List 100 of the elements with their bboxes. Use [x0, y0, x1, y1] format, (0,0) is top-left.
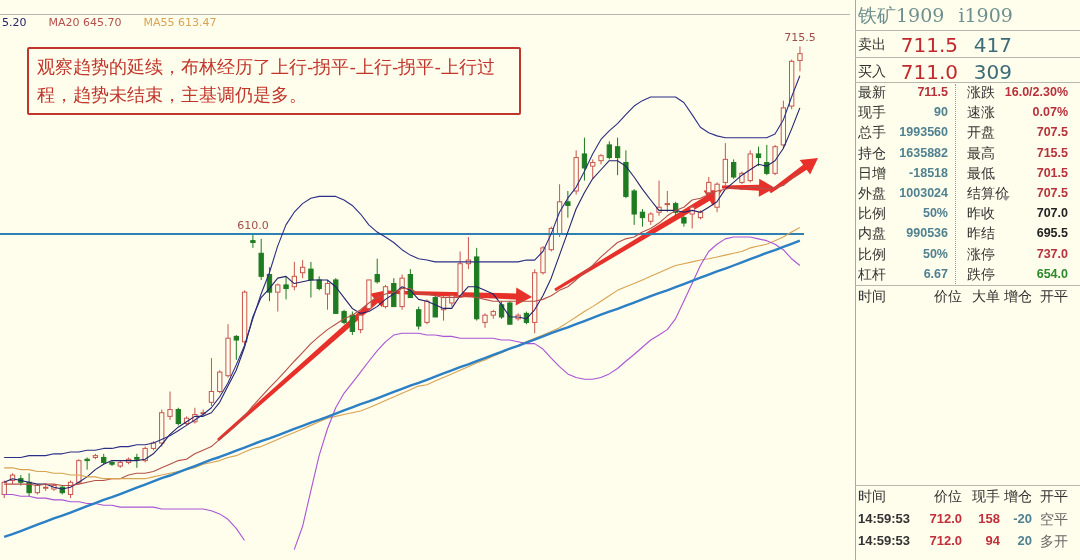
candlestick: [208, 357, 215, 407]
text: 695.5: [1036, 226, 1068, 241]
text: 707.5: [1036, 125, 1068, 140]
text: 20: [1017, 533, 1032, 548]
text: 711.5: [917, 85, 948, 99]
candlestick: [134, 453, 140, 469]
candlestick: [167, 391, 173, 421]
text: 14:59:53: [858, 533, 911, 548]
text: 0.07%: [1032, 105, 1068, 120]
text: 1635882: [899, 145, 948, 160]
candlestick: [258, 238, 264, 281]
candlestick: [797, 45, 803, 72]
text: 增仓: [1004, 288, 1032, 306]
text: -20: [1013, 511, 1032, 526]
text: 现手: [972, 488, 1000, 506]
text: 空平: [1040, 511, 1068, 529]
text: 买入: [858, 63, 886, 81]
text: 速涨: [967, 104, 995, 123]
candlestick: [283, 275, 289, 300]
candlestick: [299, 259, 306, 279]
text: 价位: [934, 488, 962, 506]
candlestick: [324, 279, 331, 311]
text: 大单: [972, 288, 1000, 306]
text: 增仓: [1004, 488, 1032, 506]
candlestick: [275, 283, 281, 313]
candlestick: [664, 190, 670, 213]
text: 杠杆: [858, 265, 886, 284]
text: 701.5: [1036, 165, 1068, 180]
candlestick: [482, 312, 488, 329]
candlestick: [391, 277, 397, 308]
text: 737.0: [1036, 246, 1068, 261]
text: 涨跌: [967, 84, 995, 102]
text: 最高: [967, 144, 995, 163]
text: 417: [973, 33, 1012, 57]
text: -18518: [909, 165, 948, 180]
text: 最新: [858, 84, 886, 102]
candlestick: [424, 298, 430, 325]
text: 外盘: [858, 185, 886, 203]
annotation: 观察趋势的延续，布林经历了上行-拐平-上行-拐平-上行过程，趋势未结束，主基调仍是多。: [27, 47, 521, 115]
text: MA55 613.47: [143, 16, 217, 29]
candlestick: [308, 261, 314, 299]
candlestick: [565, 190, 571, 219]
text: 多开: [1040, 533, 1068, 551]
text: 日增: [858, 164, 886, 183]
text: 50%: [922, 246, 948, 261]
candlestick: [84, 456, 90, 471]
text: 时间: [858, 288, 886, 306]
text: 990536: [906, 226, 948, 241]
annotation: 610.0: [237, 218, 269, 232]
text: 712.0: [929, 511, 962, 526]
candlestick: [217, 369, 223, 394]
annotation: 715.5: [784, 31, 816, 45]
text: 价位: [934, 288, 962, 306]
candlestick: [606, 140, 612, 160]
text: 时间: [858, 488, 886, 506]
text: 开平: [1040, 288, 1068, 306]
text: 711.0: [900, 60, 958, 84]
text: 707.5: [1036, 186, 1068, 200]
text: 开盘: [967, 124, 995, 143]
text: 94: [985, 533, 1000, 548]
candlestick: [722, 142, 729, 187]
text: 内盘: [858, 225, 886, 244]
candlestick: [590, 158, 596, 180]
text: 持仓: [858, 144, 886, 163]
text: 712.0: [929, 533, 962, 548]
candlestick: [250, 233, 256, 249]
text: 1003024: [899, 186, 948, 200]
text: 50%: [922, 206, 948, 221]
candlestick: [358, 312, 364, 334]
candlestick: [631, 188, 637, 226]
candlestick: [416, 306, 422, 331]
text: 158: [978, 511, 1000, 526]
text: 最低: [967, 164, 995, 183]
text: 16.0/2.30%: [1004, 85, 1068, 99]
candlestick: [689, 204, 695, 229]
candlestick: [374, 258, 380, 285]
text: 卖出: [858, 36, 886, 54]
text: 开平: [1040, 488, 1068, 506]
text: 昨结: [967, 225, 995, 244]
text: 总手: [858, 124, 886, 143]
text: 跌停: [967, 265, 995, 284]
text: 90: [934, 105, 948, 120]
text: 昨收: [967, 205, 995, 224]
text: 654.0: [1036, 266, 1068, 281]
candlestick: [730, 158, 737, 180]
text: 309: [973, 60, 1012, 84]
text: 5.20: [2, 16, 27, 29]
text: 比例: [858, 205, 886, 224]
text: 707.0: [1036, 206, 1068, 221]
candlestick: [233, 334, 239, 361]
text: 涨停: [967, 245, 995, 264]
text: MA20 645.70: [48, 16, 122, 29]
text: 6.67: [923, 266, 948, 281]
text: 现手: [858, 104, 886, 123]
text: 比例: [858, 245, 886, 264]
text: 铁矿1909 i1909: [858, 3, 1013, 28]
text: 14:59:53: [858, 511, 911, 526]
text: 711.5: [900, 33, 958, 57]
candlestick: [581, 137, 588, 182]
candlestick: [755, 146, 762, 167]
